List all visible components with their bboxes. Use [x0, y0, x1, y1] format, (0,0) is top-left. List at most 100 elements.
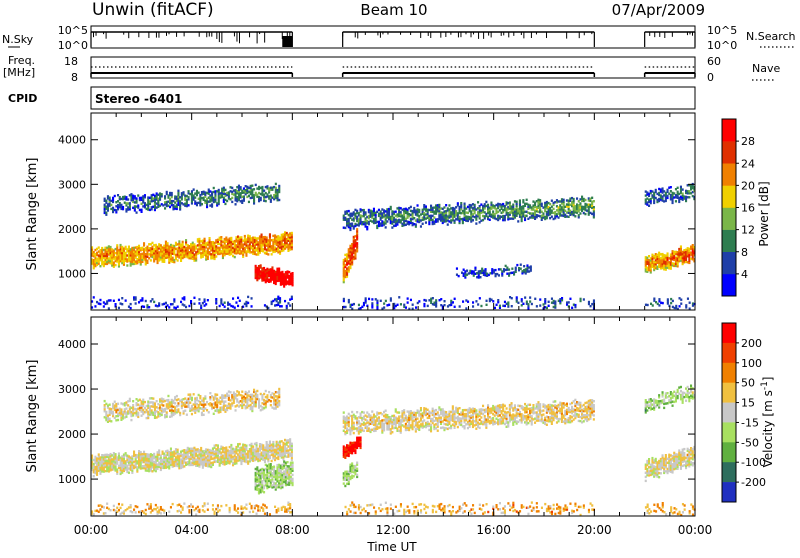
heatmap-cell	[220, 298, 222, 300]
heatmap-cell	[415, 223, 417, 225]
heatmap-cell	[219, 403, 221, 405]
heatmap-cell	[278, 199, 280, 201]
heatmap-cell	[127, 198, 129, 200]
heatmap-cell	[511, 297, 513, 299]
heatmap-cell	[150, 259, 152, 261]
heatmap-cell	[264, 461, 266, 463]
heatmap-cell	[206, 401, 208, 403]
heatmap-cell	[138, 245, 140, 247]
colorbar-tick-label: 4	[741, 268, 748, 281]
heatmap-cell	[281, 271, 283, 273]
heatmap-cell	[541, 203, 543, 205]
heatmap-cell	[152, 397, 154, 399]
heatmap-cell	[536, 305, 538, 307]
heatmap-cell	[161, 193, 163, 195]
heatmap-cell	[140, 263, 142, 265]
cpid-label: CPID	[8, 92, 37, 105]
heatmap-cell	[132, 404, 134, 406]
heatmap-cell	[125, 452, 127, 454]
heatmap-cell	[198, 302, 200, 304]
heatmap-cell	[412, 304, 414, 306]
heatmap-cell	[682, 193, 684, 195]
heatmap-cell	[146, 260, 148, 262]
heatmap-cell	[554, 300, 556, 302]
heatmap-cell	[219, 305, 221, 307]
heatmap-cell	[234, 307, 236, 309]
heatmap-cell	[689, 302, 691, 304]
heatmap-cell	[209, 392, 211, 394]
heatmap-cell	[118, 299, 120, 301]
heatmap-cell	[383, 306, 385, 308]
heatmap-cell	[291, 457, 293, 459]
nave-tick-bottom: 0	[707, 71, 714, 84]
heatmap-cell	[269, 441, 271, 443]
heatmap-cell	[177, 259, 179, 261]
heatmap-cell	[278, 268, 280, 270]
heatmap-cell	[680, 245, 682, 247]
colorbar-tick-label: 12	[741, 224, 755, 237]
heatmap-cell	[188, 305, 190, 307]
heatmap-cell	[427, 305, 429, 307]
heatmap-cell	[458, 275, 460, 277]
heatmap-cell	[256, 442, 258, 444]
heatmap-cell	[289, 438, 291, 440]
heatmap-cell	[475, 300, 477, 302]
heatmap-cell	[358, 304, 360, 306]
heatmap-cell	[198, 192, 200, 194]
heatmap-cell	[231, 201, 233, 203]
heatmap-cell	[580, 300, 582, 302]
freq-panel-frame	[91, 57, 695, 78]
heatmap-cell	[548, 305, 550, 307]
heatmap-cell	[677, 187, 679, 189]
heatmap-cell	[125, 416, 127, 418]
heatmap-cell	[177, 306, 179, 308]
heatmap-cell	[277, 458, 279, 460]
heatmap-cell	[196, 194, 198, 196]
heatmap-cell	[112, 411, 114, 413]
heatmap-cell	[184, 410, 186, 412]
heatmap-cell	[220, 236, 222, 238]
heatmap-cell	[204, 395, 206, 397]
heatmap-cell	[553, 208, 555, 210]
heatmap-cell	[224, 189, 226, 191]
heatmap-cell	[496, 304, 498, 306]
heatmap-cell	[418, 300, 420, 302]
heatmap-cell	[239, 300, 241, 302]
heatmap-cell	[110, 204, 112, 206]
heatmap-cell	[526, 199, 528, 201]
heatmap-cell	[145, 300, 147, 302]
heatmap-cell	[284, 300, 286, 302]
heatmap-cell	[235, 409, 237, 411]
heatmap-cell	[136, 197, 138, 199]
heatmap-cell	[109, 418, 111, 420]
heatmap-cell	[261, 186, 263, 188]
heatmap-cell	[287, 302, 289, 304]
heatmap-cell	[247, 302, 249, 304]
heatmap-cell	[198, 298, 200, 300]
heatmap-cell	[425, 221, 427, 223]
heatmap-cell	[237, 305, 239, 307]
power-colorbar-label: Power [dB]	[757, 181, 771, 246]
heatmap-cell	[128, 246, 130, 248]
heatmap-cell	[526, 301, 528, 303]
heatmap-cell	[129, 398, 131, 400]
heatmap-cell	[494, 307, 496, 309]
heatmap-cell	[188, 196, 190, 198]
heatmap-cell	[539, 304, 541, 306]
heatmap-cell	[486, 300, 488, 302]
heatmap-cell	[459, 305, 461, 307]
heatmap-cell	[561, 297, 563, 299]
heatmap-cell	[170, 448, 172, 450]
heatmap-cell	[93, 475, 95, 477]
heatmap-cell	[593, 206, 595, 208]
heatmap-cell	[508, 268, 510, 270]
heatmap-cell	[383, 302, 385, 304]
heatmap-cell	[420, 225, 422, 227]
heatmap-cell	[386, 220, 388, 222]
heatmap-cell	[214, 192, 216, 194]
heatmap-cell	[667, 298, 669, 300]
heatmap-cell	[467, 301, 469, 303]
heatmap-cell	[279, 297, 281, 299]
heatmap-cell	[591, 197, 593, 199]
heatmap-cell	[122, 206, 124, 208]
